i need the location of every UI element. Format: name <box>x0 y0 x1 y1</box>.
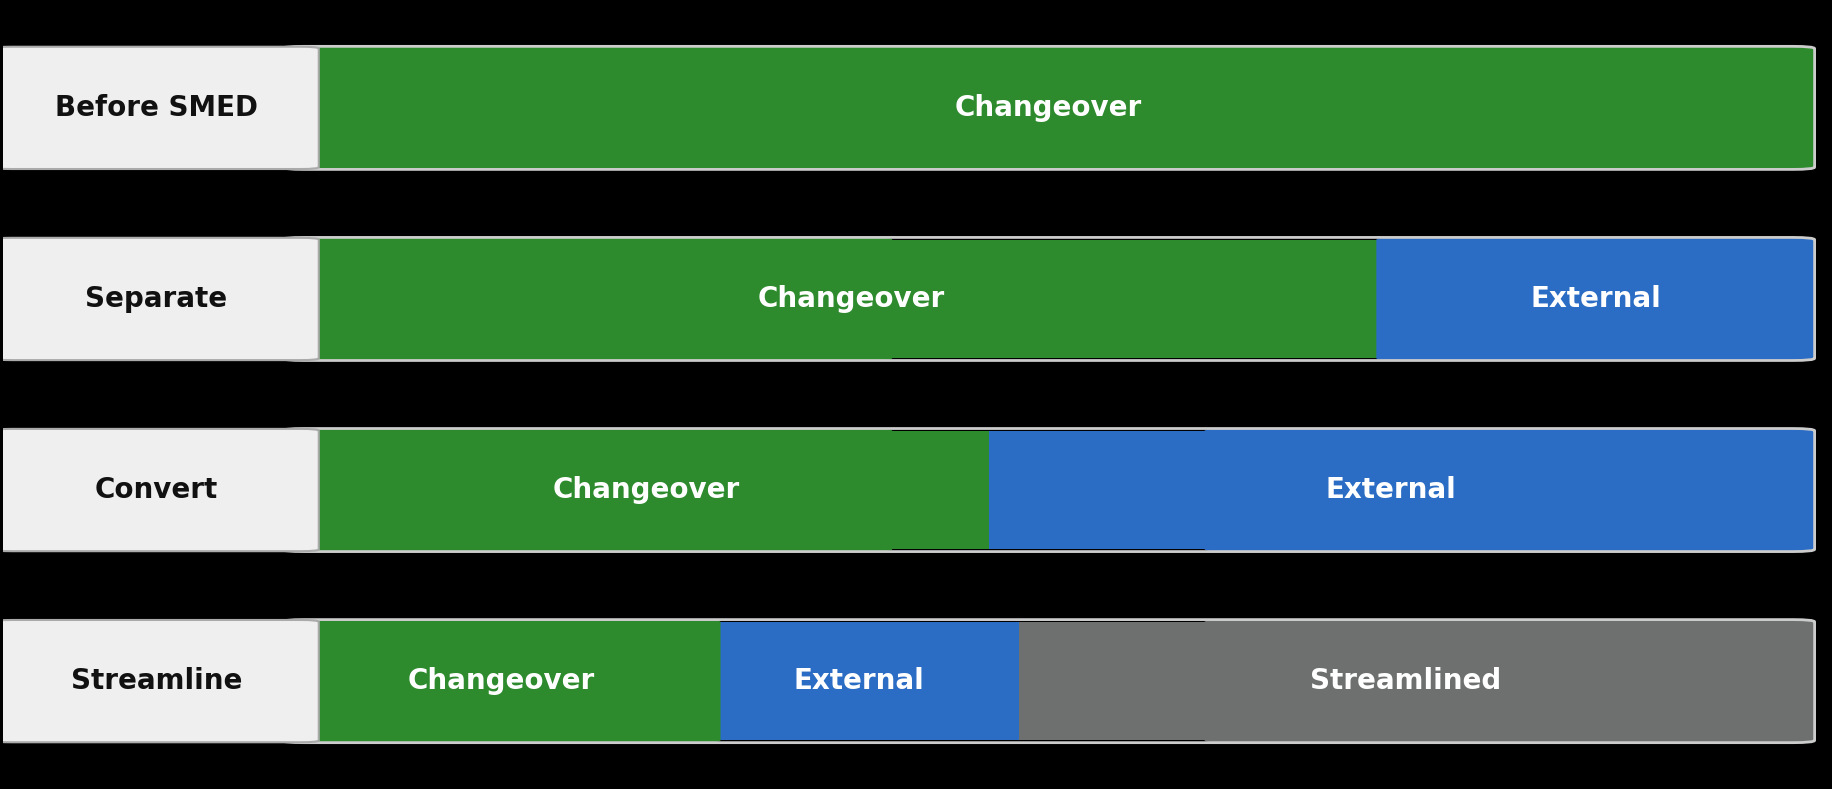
FancyBboxPatch shape <box>1376 237 1816 361</box>
FancyBboxPatch shape <box>282 237 892 361</box>
Text: Convert: Convert <box>95 476 218 504</box>
FancyBboxPatch shape <box>282 47 1816 170</box>
Text: Changeover: Changeover <box>954 94 1141 122</box>
Text: Before SMED: Before SMED <box>55 94 258 122</box>
Text: External: External <box>1530 285 1662 313</box>
FancyBboxPatch shape <box>282 428 892 552</box>
FancyBboxPatch shape <box>0 47 319 169</box>
FancyBboxPatch shape <box>1205 428 1816 552</box>
Bar <box>304 622 698 740</box>
FancyBboxPatch shape <box>282 619 720 742</box>
FancyBboxPatch shape <box>0 620 319 742</box>
Bar <box>1398 240 1794 358</box>
Text: External: External <box>793 667 923 695</box>
FancyBboxPatch shape <box>0 429 319 552</box>
Text: Changeover: Changeover <box>758 285 945 313</box>
Text: Separate: Separate <box>84 285 227 313</box>
FancyBboxPatch shape <box>0 237 319 360</box>
Bar <box>1019 622 1794 740</box>
Bar <box>989 431 1794 549</box>
Text: Streamlined: Streamlined <box>1310 667 1500 695</box>
FancyBboxPatch shape <box>1205 619 1816 742</box>
Text: Streamline: Streamline <box>70 667 242 695</box>
Bar <box>304 240 1398 358</box>
Bar <box>698 622 1019 740</box>
Text: Changeover: Changeover <box>409 667 595 695</box>
Text: Changeover: Changeover <box>553 476 740 504</box>
Bar <box>304 431 989 549</box>
Text: External: External <box>1325 476 1456 504</box>
